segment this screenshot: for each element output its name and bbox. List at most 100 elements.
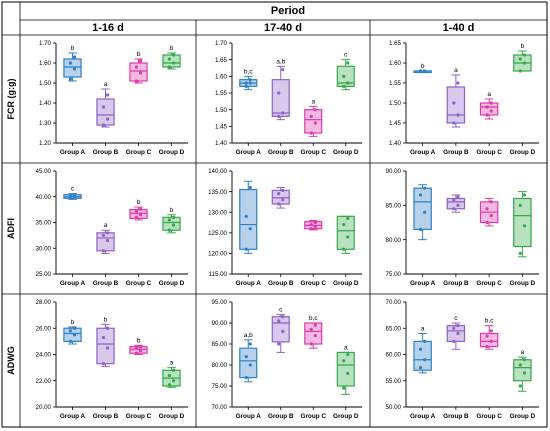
x-tick-label: Group A bbox=[410, 149, 436, 156]
data-point bbox=[277, 342, 281, 346]
data-point bbox=[248, 81, 252, 85]
box-plot-panel: 1.20 1.30 1.40 1.50 1.60 1.70 Group A b Group B a… bbox=[39, 40, 188, 156]
data-point bbox=[452, 198, 456, 202]
y-tick-label: 90.00 bbox=[212, 320, 228, 327]
y-tick-label: 1.45 bbox=[215, 124, 228, 131]
data-point bbox=[452, 339, 456, 343]
data-point bbox=[489, 339, 493, 343]
data-point bbox=[68, 196, 73, 200]
data-point bbox=[346, 81, 350, 85]
box bbox=[446, 197, 466, 210]
data-point bbox=[456, 195, 460, 199]
data-point bbox=[346, 235, 350, 239]
data-point bbox=[313, 220, 317, 225]
y-tick-label: 55.00 bbox=[386, 378, 402, 385]
box-plot-panel: 1.40 1.45 1.50 1.55 1.60 1.65 1.70 Group A b,c Gr… bbox=[215, 40, 362, 156]
y-tick-label: 1.50 bbox=[215, 107, 228, 114]
y-tick-label: 80.00 bbox=[386, 237, 402, 244]
row-header: ADWG bbox=[6, 346, 16, 375]
x-tick-label: Group B bbox=[93, 280, 119, 287]
data-point bbox=[346, 216, 350, 220]
data-point bbox=[101, 249, 106, 253]
data-point bbox=[171, 61, 176, 65]
data-point bbox=[72, 67, 77, 71]
x-tick-label: Group C bbox=[300, 149, 326, 156]
data-point bbox=[456, 113, 460, 117]
data-point bbox=[522, 224, 527, 228]
y-tick-label: 1.55 bbox=[215, 90, 228, 97]
box-plot-panel: 1.40 1.45 1.50 1.55 1.60 1.65 Group A b Group B a… bbox=[389, 40, 539, 156]
data-point bbox=[277, 319, 281, 323]
significance-label: b bbox=[137, 199, 141, 206]
y-tick-label: 26.00 bbox=[36, 325, 52, 332]
data-point bbox=[418, 193, 423, 197]
data-point bbox=[138, 348, 143, 353]
box bbox=[239, 188, 258, 250]
box bbox=[446, 325, 466, 342]
x-tick-label: Group D bbox=[510, 280, 536, 287]
data-point bbox=[72, 193, 77, 197]
x-tick-label: Group D bbox=[159, 413, 185, 420]
box bbox=[162, 54, 181, 68]
data-point bbox=[313, 108, 317, 112]
data-point bbox=[281, 198, 285, 202]
significance-label: a bbox=[344, 344, 348, 351]
x-tick-label: Group B bbox=[93, 413, 119, 420]
data-point bbox=[485, 207, 489, 211]
y-tick-label: 115.00 bbox=[209, 271, 228, 278]
box bbox=[336, 65, 355, 87]
significance-label: a bbox=[311, 98, 315, 105]
x-tick-label: Group A bbox=[60, 280, 86, 287]
plots: 1.20 1.30 1.40 1.50 1.60 1.70 Group A b Group B a… bbox=[36, 40, 539, 420]
box bbox=[336, 215, 355, 250]
y-tick-label: 1.30 bbox=[39, 120, 52, 127]
data-point bbox=[452, 101, 456, 105]
data-point bbox=[248, 185, 252, 190]
box-plot-panel: 20.00 22.00 24.00 26.00 28.00 Group A b Group B… bbox=[36, 299, 188, 420]
data-point bbox=[101, 123, 106, 127]
box bbox=[271, 316, 290, 343]
period-title: Period bbox=[271, 5, 305, 17]
y-tick-label: 1.20 bbox=[39, 140, 52, 147]
data-point bbox=[342, 359, 346, 363]
data-point bbox=[522, 61, 527, 65]
data-point bbox=[105, 117, 110, 121]
significance-label: a bbox=[487, 91, 491, 98]
y-tick-label: 70.00 bbox=[386, 299, 402, 306]
y-tick-label: 1.65 bbox=[389, 40, 402, 47]
x-tick-label: Group C bbox=[126, 413, 152, 420]
data-point bbox=[518, 251, 522, 255]
y-tick-label: 130.00 bbox=[208, 209, 227, 216]
significance-label: b bbox=[137, 51, 141, 58]
y-tick-label: 70.00 bbox=[212, 404, 228, 411]
y-tick-label: 60.00 bbox=[386, 352, 402, 359]
data-point bbox=[518, 384, 522, 388]
data-point bbox=[518, 69, 522, 73]
significance-label: b bbox=[71, 45, 75, 52]
significance-label: a bbox=[104, 81, 108, 88]
y-tick-label: 1.70 bbox=[215, 40, 228, 47]
data-point bbox=[167, 57, 172, 61]
box bbox=[129, 346, 148, 354]
data-point bbox=[346, 352, 350, 357]
box bbox=[96, 232, 115, 252]
data-point bbox=[167, 218, 172, 222]
box bbox=[129, 62, 148, 82]
significance-label: a bbox=[454, 67, 458, 74]
significance-label: c bbox=[71, 186, 75, 193]
y-tick-label: 28.00 bbox=[36, 299, 52, 306]
x-tick-label: Group B bbox=[268, 149, 294, 156]
data-point bbox=[277, 202, 281, 206]
x-tick-label: Group A bbox=[236, 280, 262, 287]
significance-label: b bbox=[137, 337, 141, 344]
x-tick-label: Group A bbox=[410, 413, 436, 420]
data-point bbox=[309, 114, 313, 118]
data-point bbox=[518, 203, 522, 207]
significance-label: c bbox=[344, 52, 348, 59]
data-point bbox=[281, 68, 285, 72]
y-tick-label: 1.50 bbox=[39, 80, 52, 87]
box bbox=[271, 79, 290, 117]
data-point bbox=[423, 358, 427, 362]
data-point bbox=[167, 373, 172, 378]
